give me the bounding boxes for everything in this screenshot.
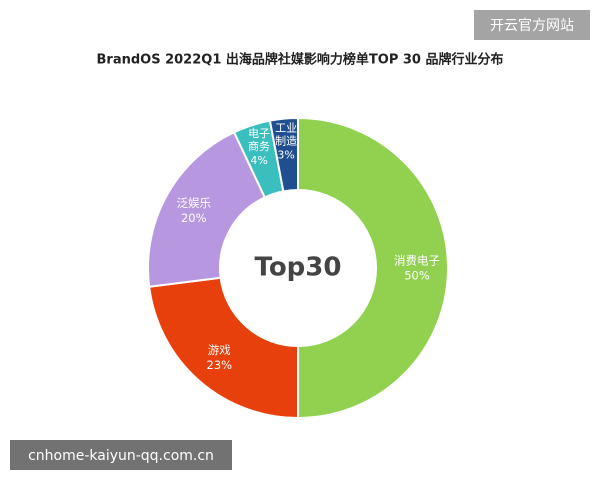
slice-label: 泛娱乐 bbox=[176, 196, 211, 210]
value-label: 4% bbox=[250, 154, 267, 167]
value-label: 23% bbox=[207, 358, 233, 372]
value-label: 3% bbox=[277, 149, 294, 162]
slice-label: 工业制造 bbox=[275, 122, 297, 148]
slice bbox=[268, 116, 299, 193]
value-label: 20% bbox=[181, 211, 207, 225]
slice-label: 游戏 bbox=[208, 343, 231, 357]
slice-label: 消费电子 bbox=[394, 254, 440, 268]
center-label: Top30 bbox=[255, 253, 342, 283]
watermark: 开云官方网站 bbox=[490, 18, 574, 34]
slice bbox=[147, 130, 267, 288]
slice-label: 电子商务 bbox=[248, 127, 270, 153]
slice bbox=[148, 276, 299, 420]
value-label: 50% bbox=[404, 269, 430, 283]
watermark-box bbox=[10, 440, 232, 470]
slice bbox=[297, 116, 449, 420]
watermark: cnhome-kaiyun-qq.com.cn bbox=[28, 448, 214, 464]
watermark-box bbox=[474, 10, 590, 40]
chart-title: BrandOS 2022Q1 出海品牌社媒影响力榜单TOP 30 品牌行业分布 bbox=[97, 52, 504, 68]
